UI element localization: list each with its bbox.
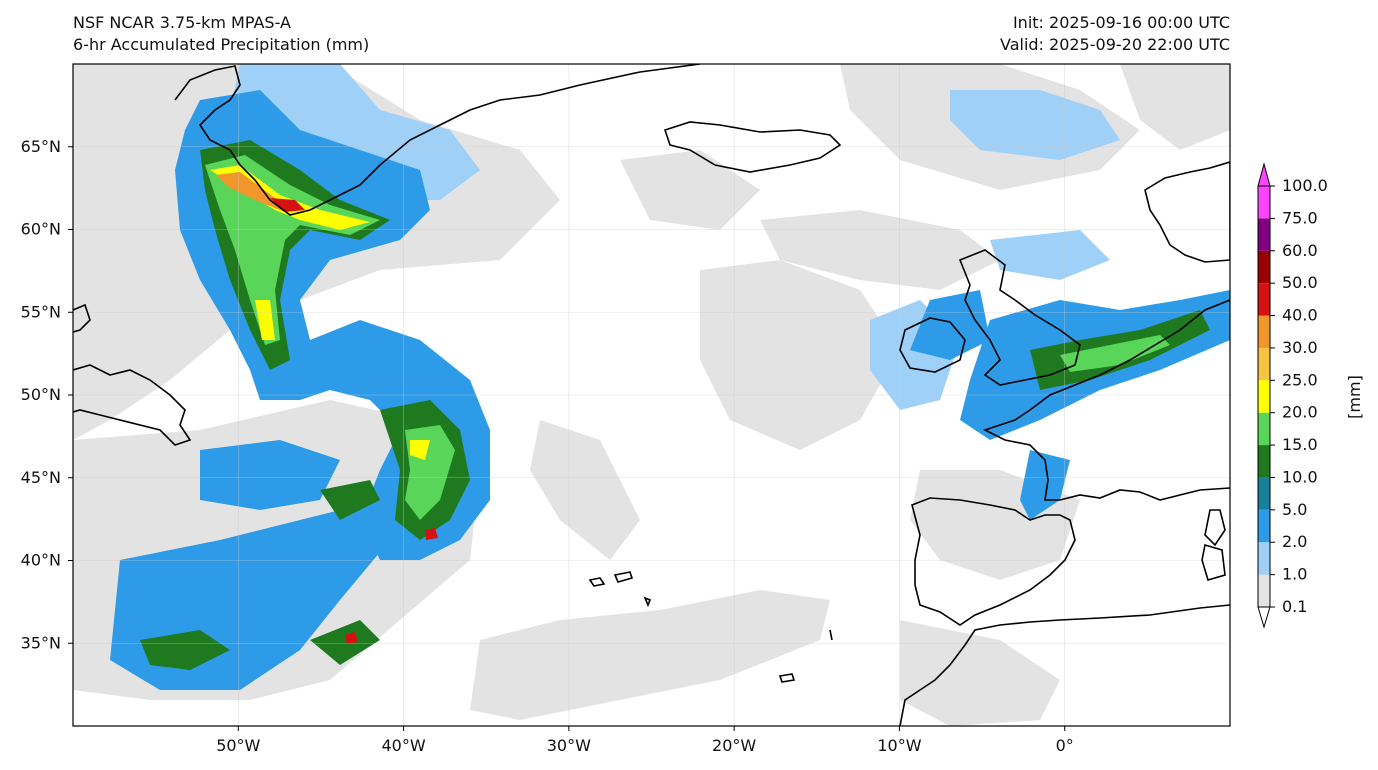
- madeira-canaries: [778, 629, 833, 683]
- iceland-coast: [663, 121, 842, 173]
- lat-tick-label: 55°N: [21, 302, 61, 321]
- colorbar-tick-label: 20.0: [1282, 403, 1318, 422]
- colorbar-tick-label: 15.0: [1282, 435, 1318, 454]
- lon-tick-label: 10°W: [877, 736, 921, 755]
- lat-tick-label: 35°N: [21, 633, 61, 652]
- colorbar-tick-label: 25.0: [1282, 370, 1318, 389]
- lat-tick-label: 60°N: [21, 220, 61, 239]
- colorbar-segment: [1258, 574, 1270, 607]
- north-africa-coast: [899, 604, 1230, 726]
- colorbar-tick-label: 50.0: [1282, 273, 1318, 292]
- model-title: NSF NCAR 3.75-km MPAS-A: [73, 13, 291, 32]
- corsica-sardinia-coast: [1201, 509, 1226, 581]
- colorbar-segment: [1258, 477, 1270, 510]
- lon-tick-label: 20°W: [712, 736, 756, 755]
- init-time: Init: 2025-09-16 00:00 UTC: [1012, 13, 1230, 32]
- colorbar-tick-label: 10.0: [1282, 467, 1318, 486]
- colorbar-segment: [1258, 380, 1270, 413]
- colorbar: [mm] 0.1 1.0 2.0 5.0 10.0 15.0 20.0 25.0 30.0 40.…: [1257, 162, 1364, 629]
- lon-tick-label: 30°W: [547, 736, 591, 755]
- greenland-coast: [174, 64, 701, 216]
- colorbar-segment: [1258, 347, 1270, 381]
- colorbar-tick-label: 1.0: [1282, 565, 1307, 584]
- colorbar-tick-label: 60.0: [1282, 241, 1318, 260]
- field-title: 6-hr Accumulated Precipitation (mm): [73, 35, 370, 54]
- lon-tick-label: 40°W: [381, 736, 425, 755]
- iberia-coast: [911, 497, 1076, 626]
- colorbar-unit-label: [mm]: [1345, 375, 1364, 419]
- great-britain-coast: [958, 249, 1081, 386]
- canada-coast: [73, 364, 192, 446]
- colorbar-tick-label: 2.0: [1282, 532, 1307, 551]
- norway-coast: [1144, 161, 1230, 263]
- colorbar-segment: [1258, 186, 1270, 219]
- lat-tick-label: 50°N: [21, 385, 61, 404]
- colorbar-segment: [1258, 445, 1270, 478]
- colorbar-extend-min: [1257, 606, 1271, 629]
- colorbar-segment: [1258, 542, 1270, 575]
- colorbar-extend-max: [1257, 162, 1271, 187]
- colorbar-segment: [1258, 250, 1270, 284]
- colorbar-tick-label: 5.0: [1282, 500, 1307, 519]
- coastlines: [73, 64, 1230, 726]
- title-left: NSF NCAR 3.75-km MPAS-A 6-hr Accumulated…: [73, 12, 369, 56]
- precip-extreme-red: [270, 198, 438, 644]
- newfoundland-coast: [73, 303, 91, 333]
- latitude-axis: 35°N 40°N 45°N 50°N 55°N 60°N 65°N: [21, 137, 73, 652]
- colorbar-segment: [1258, 509, 1270, 543]
- lon-tick-label: 50°W: [216, 736, 260, 755]
- lat-tick-label: 45°N: [21, 468, 61, 487]
- azores-islands: [588, 571, 652, 608]
- colorbar-segment: [1258, 283, 1270, 316]
- colorbar-frame: [1257, 185, 1271, 608]
- lat-tick-label: 65°N: [21, 137, 61, 156]
- ireland-coast: [899, 317, 966, 373]
- europe-coast: [982, 299, 1230, 501]
- colorbar-tick-label: 30.0: [1282, 338, 1318, 357]
- longitude-axis: 50°W 40°W 30°W 20°W 10°W 0°: [216, 726, 1074, 755]
- title-right: Init: 2025-09-16 00:00 UTC Valid: 2025-0…: [1000, 12, 1230, 56]
- colorbar-segment: [1258, 315, 1270, 348]
- colorbar-segment: [1258, 412, 1270, 446]
- colorbar-segment: [1258, 218, 1270, 251]
- colorbar-tick-label: 40.0: [1282, 306, 1318, 325]
- valid-time: Valid: 2025-09-20 22:00 UTC: [999, 35, 1230, 54]
- colorbar-tick-label: 0.1: [1282, 597, 1307, 616]
- colorbar-tick-label: 100.0: [1282, 176, 1328, 195]
- lat-tick-label: 40°N: [21, 551, 61, 570]
- colorbar-tick-label: 75.0: [1282, 208, 1318, 227]
- gridlines: [73, 64, 1230, 726]
- lon-tick-label: 0°: [1056, 736, 1074, 755]
